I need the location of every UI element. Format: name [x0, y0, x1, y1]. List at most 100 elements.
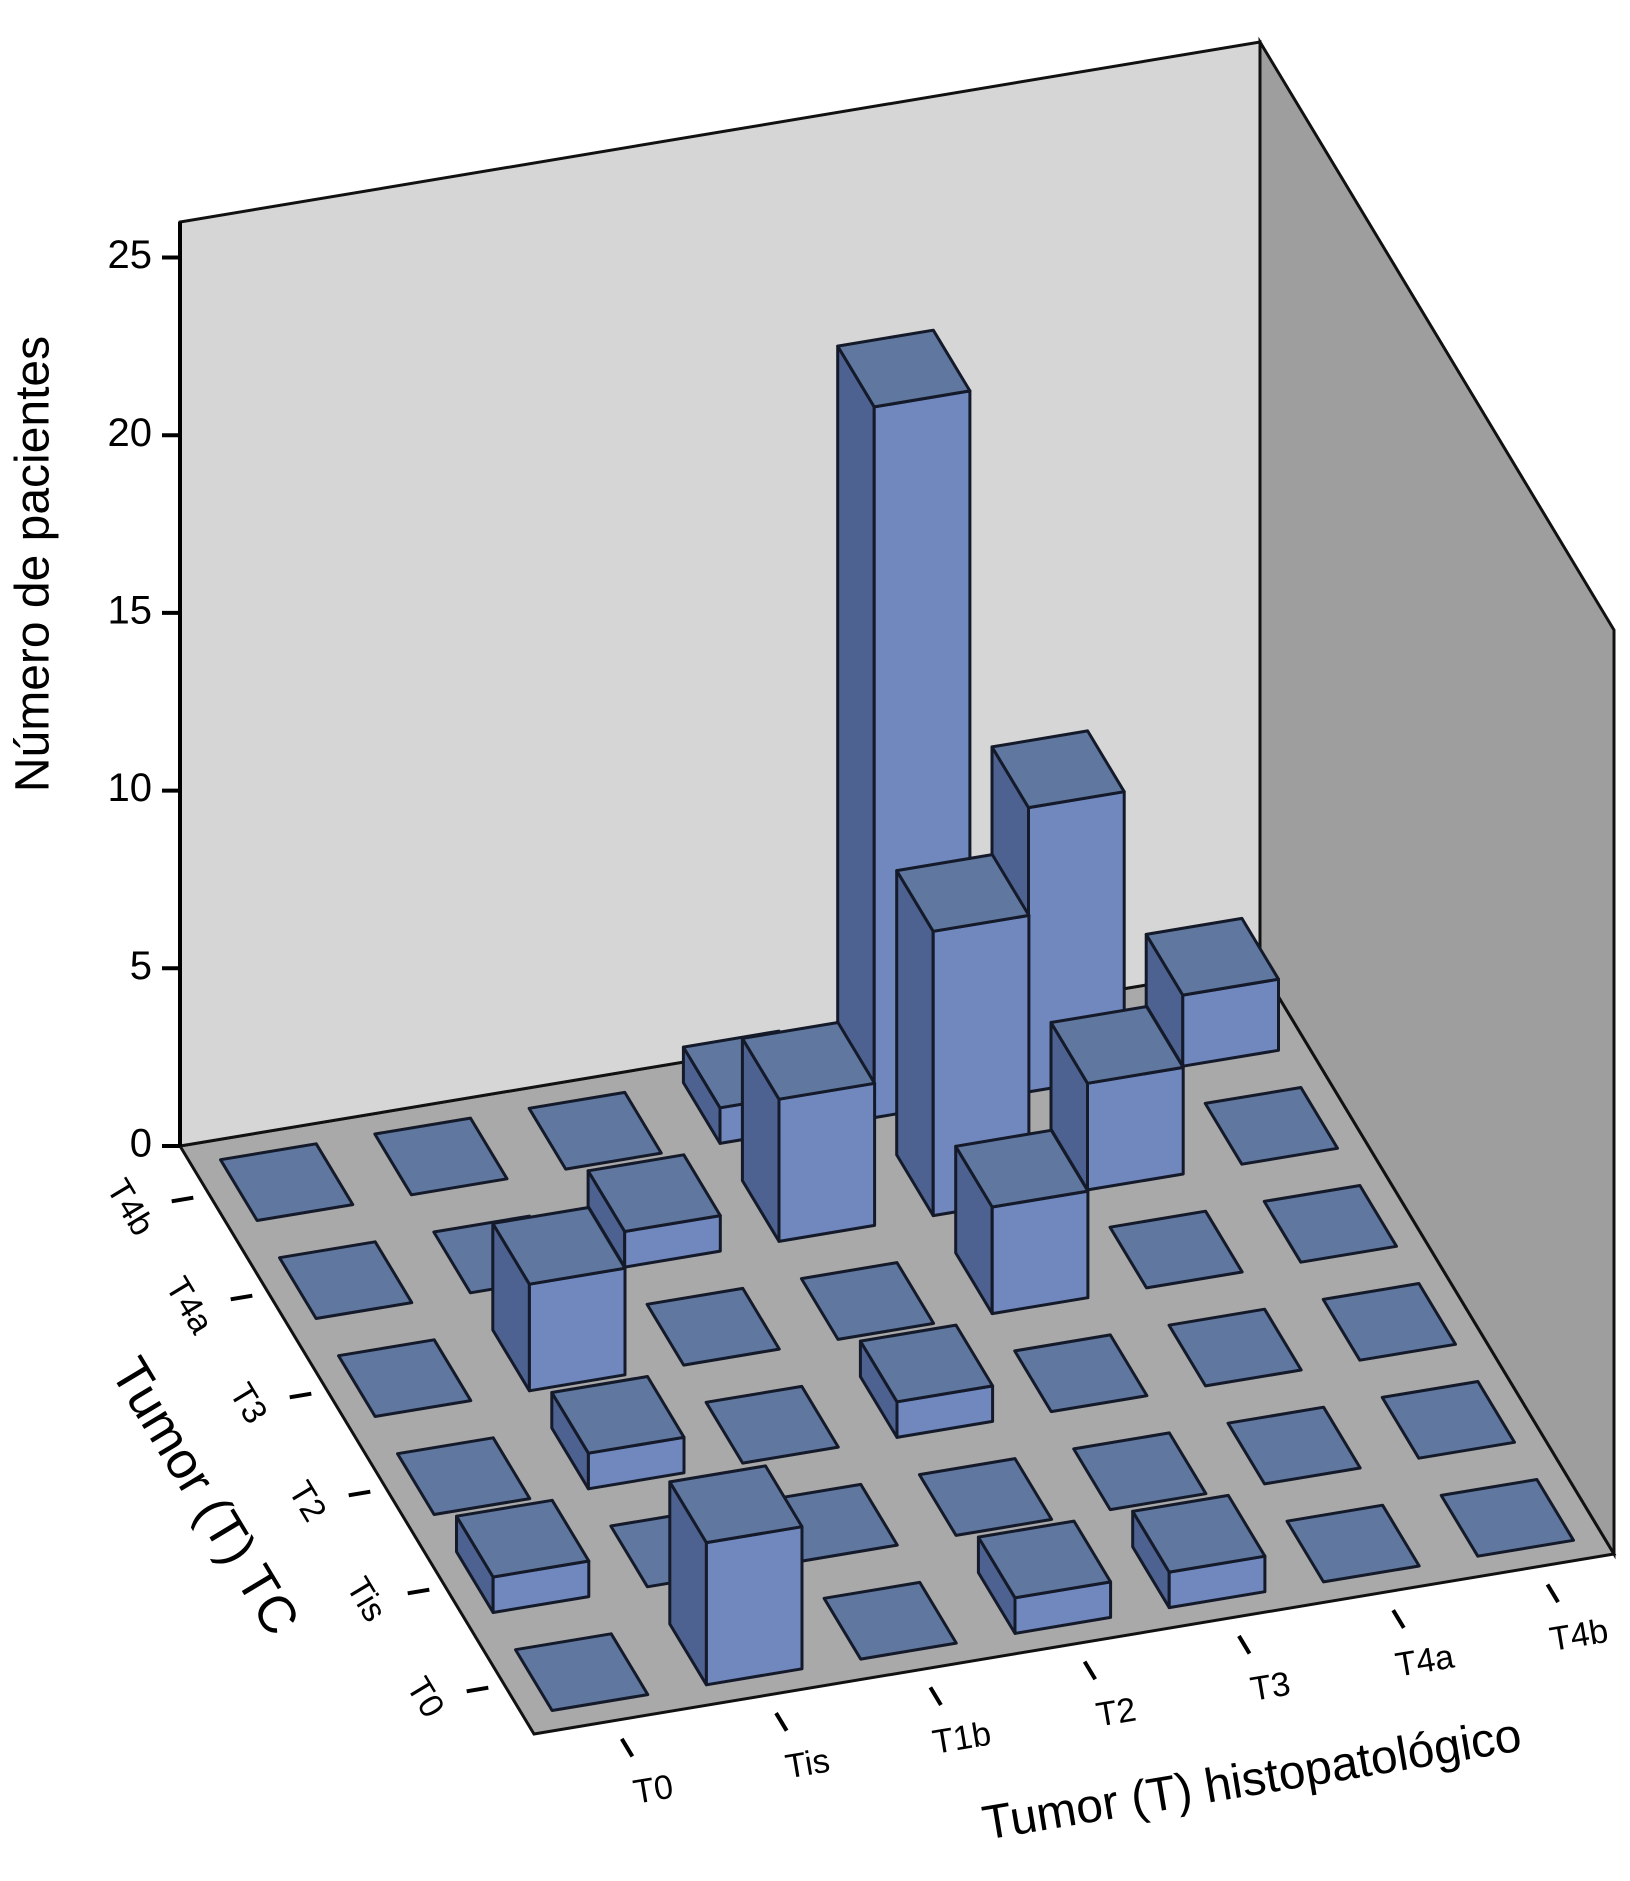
- bar: [550, 1375, 686, 1491]
- y-tick-label: T4b: [99, 1173, 162, 1243]
- bar-top-face: [455, 1498, 591, 1579]
- x-tick-label: T1b: [930, 1715, 994, 1762]
- x-tick: [1545, 1583, 1560, 1604]
- y-tick-label: T2: [281, 1475, 334, 1529]
- bar: [917, 1457, 1054, 1537]
- bar: [799, 1261, 936, 1341]
- bar: [645, 1286, 781, 1367]
- bar-top-face: [704, 1384, 840, 1465]
- y-tick-label: Tis: [339, 1571, 394, 1628]
- x-tick: [928, 1686, 943, 1707]
- bar-top-face: [858, 1323, 995, 1404]
- bar: [1380, 1380, 1516, 1460]
- y-tick-label: T0: [399, 1671, 452, 1725]
- x-axis-title: Tumor (T) histopatológico: [979, 1709, 1525, 1851]
- bar-top-face: [1226, 1405, 1362, 1486]
- bar: [1203, 1086, 1339, 1166]
- bar-top-face: [990, 729, 1126, 810]
- bar: [396, 1436, 532, 1516]
- bar: [1167, 1307, 1303, 1388]
- bar: [1108, 1209, 1244, 1290]
- z-tick-label: 25: [108, 233, 153, 277]
- bar-top-face: [799, 1261, 936, 1341]
- bar-top-face: [917, 1457, 1054, 1537]
- bar: [514, 1632, 650, 1712]
- bar-top-face: [976, 1519, 1113, 1600]
- y-tick: [407, 1587, 430, 1596]
- bar: [491, 1206, 627, 1393]
- bar-top-face: [1439, 1478, 1575, 1558]
- bar-front-face: [1086, 1065, 1185, 1192]
- bar: [1013, 1333, 1149, 1414]
- bar-top-face: [373, 1116, 509, 1197]
- bar-top-face: [491, 1206, 627, 1286]
- bar-top-face: [278, 1240, 414, 1320]
- bar-top-face: [740, 1021, 877, 1101]
- bar-top-face: [1203, 1086, 1339, 1166]
- bar-top-face: [1285, 1503, 1421, 1584]
- bar-top-face: [527, 1090, 663, 1171]
- bar: [858, 1323, 995, 1439]
- bar-top-face: [514, 1632, 650, 1712]
- bar: [219, 1142, 355, 1222]
- bar: [895, 853, 1031, 1218]
- bar: [1285, 1503, 1421, 1584]
- bar: [373, 1116, 509, 1197]
- y-tick: [348, 1489, 371, 1498]
- bar: [1072, 1431, 1208, 1512]
- x-tick-label: T2: [1093, 1691, 1138, 1735]
- z-axis-title: Número de pacientes: [7, 336, 60, 792]
- bar: [1144, 916, 1280, 1068]
- bar-top-face: [219, 1142, 355, 1222]
- bar-front-face: [527, 1266, 627, 1393]
- bar-front-face: [704, 1525, 804, 1687]
- bar-top-face: [836, 328, 972, 409]
- bar-top-face: [1321, 1282, 1457, 1362]
- bar-top-face: [1167, 1307, 1303, 1388]
- x-tick-label: T0: [631, 1768, 676, 1812]
- bar: [1226, 1405, 1362, 1486]
- x-tick-label: T4a: [1393, 1638, 1457, 1685]
- bar: [1439, 1478, 1575, 1558]
- bar-top-face: [1262, 1184, 1398, 1264]
- y-axis-title: Tumor (T) TC: [99, 1348, 310, 1645]
- bar-front-face: [990, 1189, 1090, 1316]
- y-tick: [171, 1195, 194, 1204]
- x-tick: [1237, 1634, 1252, 1655]
- bar-top-face: [895, 853, 1031, 933]
- bar-top-face: [1108, 1209, 1244, 1290]
- bar: [1131, 1493, 1267, 1610]
- bar: [455, 1498, 591, 1614]
- bar: [822, 1580, 958, 1661]
- x-tick: [1082, 1660, 1097, 1681]
- bar: [527, 1090, 663, 1171]
- bar-top-face: [1013, 1333, 1149, 1414]
- bar-top-face: [1131, 1493, 1267, 1574]
- z-tick-label: 20: [108, 411, 153, 455]
- z-tick-label: 0: [130, 1122, 152, 1166]
- x-tick: [774, 1712, 789, 1732]
- bar: [704, 1384, 840, 1465]
- bar: [337, 1338, 473, 1418]
- z-tick-label: 5: [130, 944, 152, 988]
- y-tick-label: T3: [222, 1377, 275, 1431]
- y-tick: [230, 1293, 253, 1302]
- x-tick-label: T4b: [1547, 1612, 1611, 1659]
- bar: [668, 1464, 804, 1687]
- z-tick-label: 10: [108, 766, 153, 810]
- bar-top-face: [668, 1464, 804, 1545]
- bar: [1321, 1282, 1457, 1362]
- x-tick-label: Tis: [783, 1742, 833, 1787]
- x-tick: [620, 1737, 635, 1758]
- y-tick: [289, 1391, 312, 1400]
- bar: [976, 1519, 1113, 1635]
- bar-top-face: [337, 1338, 473, 1418]
- bar-top-face: [1380, 1380, 1516, 1460]
- bar: [586, 1153, 722, 1269]
- bar-top-face: [550, 1375, 686, 1455]
- z-tick-label: 15: [108, 588, 153, 632]
- bar-front-face: [777, 1081, 877, 1243]
- bar-top-face: [1144, 916, 1280, 997]
- bar-top-face: [396, 1436, 532, 1516]
